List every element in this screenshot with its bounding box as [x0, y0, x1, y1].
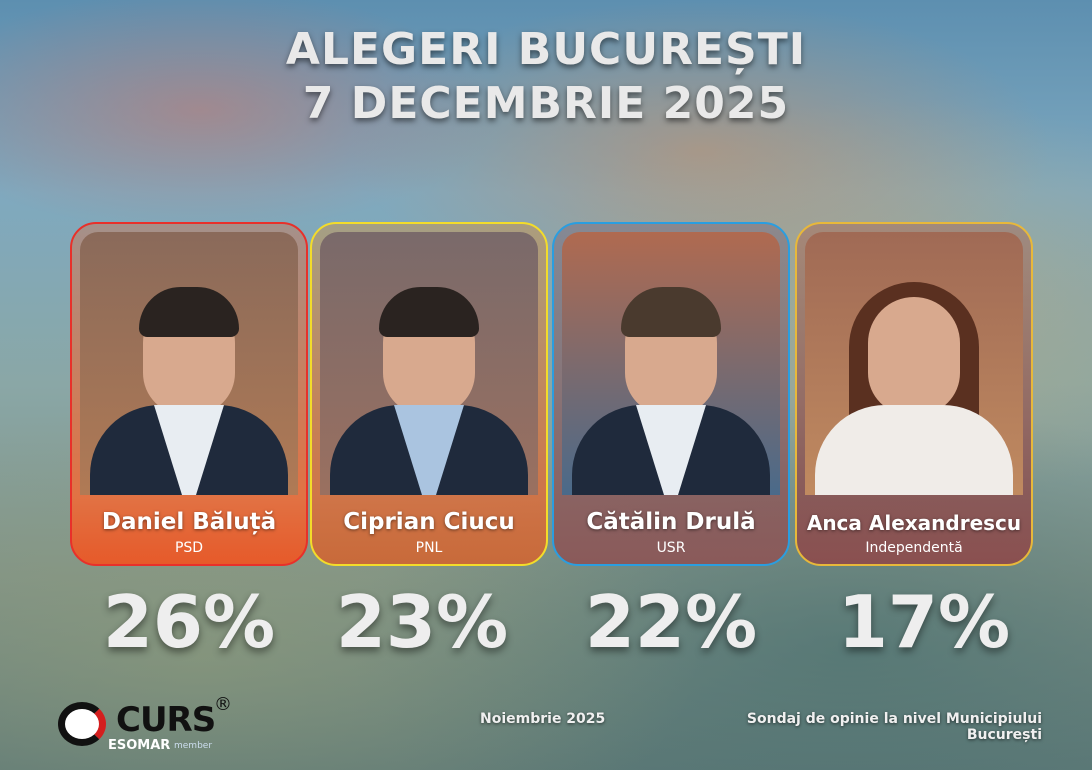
candidate-photo [562, 232, 780, 495]
candidate-party: PNL [415, 540, 443, 556]
candidate-photo [80, 232, 298, 495]
candidate-photo [320, 232, 538, 495]
percent-baluta: 26% [102, 580, 276, 664]
title-line-1: ALEGERI BUCUREȘTI [285, 24, 807, 75]
candidate-card-ciucu: Ciprian Ciucu PNL [310, 222, 548, 566]
candidate-card-baluta: Daniel Băluță PSD [70, 222, 308, 566]
curs-logo-icon [58, 702, 106, 746]
poll-date: Noiembrie 2025 [480, 711, 606, 727]
candidate-party: PSD [174, 540, 204, 556]
candidate-card-drula: Cătălin Drulă USR [552, 222, 790, 566]
candidate-party: USR [656, 540, 686, 556]
candidate-name: Anca Alexandrescu [806, 511, 1022, 535]
poll-description: Sondaj de opinie la nivel Municipiului B… [746, 711, 1042, 743]
candidate-name: Ciprian Ciucu [343, 509, 515, 535]
percent-ciucu: 23% [335, 580, 509, 664]
percent-alexandrescu: 17% [837, 580, 1011, 664]
candidate-name: Cătălin Drulă [586, 509, 756, 535]
candidate-card-alexandrescu: Anca Alexandrescu Independentă [795, 222, 1033, 566]
percent-drula: 22% [584, 580, 758, 664]
candidate-party: Independentă [865, 540, 963, 556]
candidate-photo [805, 232, 1023, 495]
candidate-name: Daniel Băluță [101, 509, 277, 535]
title-line-2: 7 DECEMBRIE 2025 [302, 78, 790, 129]
